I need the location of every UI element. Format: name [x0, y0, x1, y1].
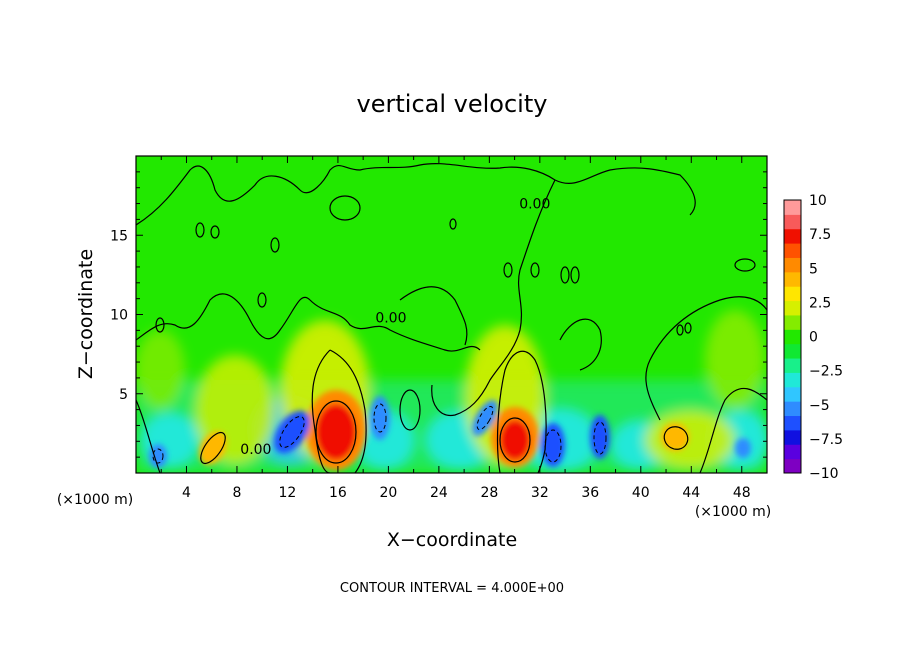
x-tick-label: 32 [531, 485, 549, 501]
x-tick-label: 36 [581, 485, 599, 501]
x-tick-label: 4 [182, 485, 191, 501]
colorbar-swatch [784, 372, 801, 388]
x-axis: 4 8 12 16 20 24 28 32 36 40 44 48 [160, 156, 751, 501]
colorbar-tick-label: 0 [809, 330, 818, 346]
chart-title: vertical velocity [357, 90, 548, 118]
x-tick-label: 28 [480, 485, 498, 501]
x-axis-label: X−coordinate [387, 529, 517, 551]
colorbar-frame [783, 199, 802, 474]
x-tick-label: 44 [682, 485, 700, 501]
x-tick-label: 20 [379, 485, 397, 501]
colorbar-swatch [784, 271, 801, 287]
contour-label: 0.00 [519, 196, 550, 212]
colorbar-swatch [784, 444, 801, 460]
colorbar-swatch [784, 257, 801, 273]
contour-label: 0.00 [240, 442, 271, 458]
plot-field: 0.00 0.00 0.00 [136, 156, 767, 473]
colorbar-swatch [784, 401, 801, 417]
colorbar-swatch [784, 429, 801, 445]
colorbar-tick-label: 7.5 [809, 227, 831, 243]
colorbar-swatch [784, 458, 801, 474]
colorbar-swatch [784, 343, 801, 359]
colorbar-swatch [784, 314, 801, 330]
x-tick-label: 48 [733, 485, 751, 501]
x-unit-right: (×1000 m) [695, 504, 771, 520]
contour-interval-note: CONTOUR INTERVAL = 4.000E+00 [340, 581, 564, 596]
colorbar-swatch [784, 415, 801, 431]
negative-contours [152, 403, 607, 464]
y-axis-label: Z−coordinate [75, 249, 97, 379]
colorbar-swatch [784, 329, 801, 345]
x-tick-label: 24 [430, 485, 448, 501]
x-tick-label: 8 [232, 485, 241, 501]
x-unit-left: (×1000 m) [57, 492, 133, 508]
colorbar-swatch [784, 243, 801, 258]
colorbar: 10 7.5 5 2.5 0 −2.5 −5 −7.5 −10 [783, 193, 843, 482]
y-axis: 5 10 15 [110, 171, 767, 458]
x-tick-label: 12 [279, 485, 297, 501]
y-tick-label: 10 [110, 308, 128, 324]
colorbar-tick-label: −5 [809, 398, 830, 414]
colorbar-swatch [784, 386, 801, 402]
colorbar-tick-label: 5 [809, 261, 818, 277]
colorbar-swatch [784, 214, 801, 230]
y-tick-label: 15 [110, 228, 128, 244]
colorbar-swatch [784, 200, 801, 215]
x-tick-label: 40 [632, 485, 650, 501]
low-level-band [136, 310, 767, 473]
colorbar-swatch [784, 358, 801, 373]
colorbar-tick-label: −10 [809, 466, 839, 482]
colorbar-swatch [784, 286, 801, 302]
contour-labels: 0.00 0.00 0.00 [240, 196, 550, 458]
colorbar-swatch [784, 300, 801, 316]
colorbar-tick-label: −7.5 [809, 432, 843, 448]
y-tick-label: 5 [119, 387, 128, 403]
contour-lines [136, 162, 767, 473]
x-tick-label: 16 [329, 485, 347, 501]
colorbar-tick-label: 10 [809, 193, 827, 209]
colorbar-swatch [784, 228, 801, 244]
colorbar-tick-label: 2.5 [809, 295, 831, 311]
contour-label: 0.00 [375, 310, 406, 326]
colorbar-tick-label: −2.5 [809, 364, 843, 380]
